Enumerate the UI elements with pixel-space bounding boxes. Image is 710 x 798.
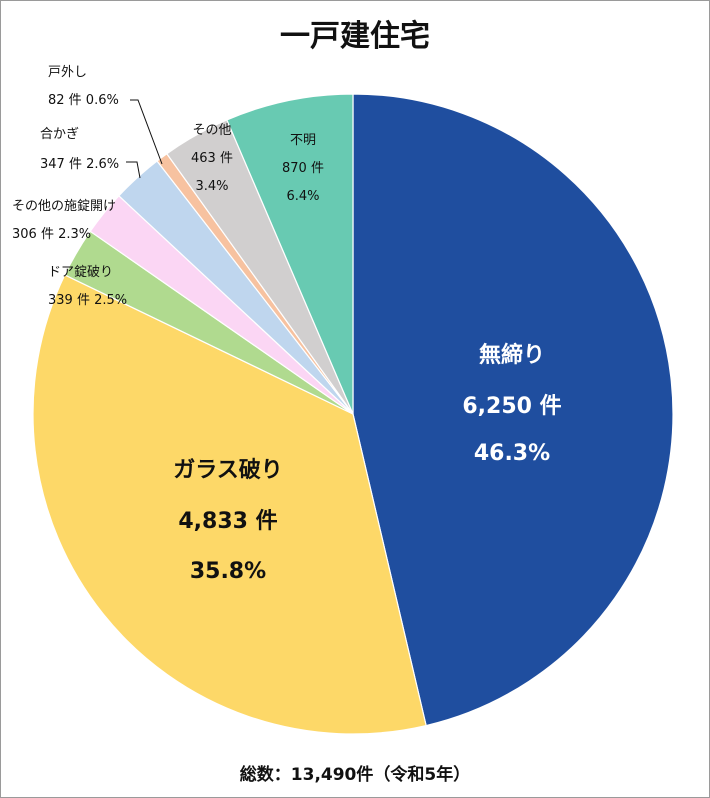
slice-category-label: 不明	[290, 133, 316, 148]
slice-count-label: 463 件	[191, 151, 233, 166]
slice-count-label: 4,833 件	[178, 509, 277, 534]
slice-category-label: その他	[192, 123, 231, 138]
slice-category-label: 合かぎ	[40, 127, 79, 142]
slice-percent-label: 3.4%	[195, 179, 228, 194]
pie-slices	[32, 93, 674, 735]
pie-slice	[226, 93, 354, 415]
slice-percent-label: 46.3%	[474, 441, 550, 466]
slice-percent-label: 35.8%	[190, 559, 266, 584]
leader-line	[130, 99, 163, 165]
slice-value-label: 339 件 2.5%	[48, 293, 127, 308]
slice-value-label: 347 件 2.6%	[40, 157, 119, 172]
slice-value-label: 306 件 2.3%	[12, 227, 91, 242]
total-count-label: 総数：13,490件（令和5年）	[240, 764, 470, 785]
slice-category-label: ドア錠破り	[48, 265, 113, 280]
leader-lines	[126, 99, 163, 179]
slice-category-label: その他の施錠開け	[12, 199, 116, 214]
leader-line	[126, 161, 141, 179]
slice-value-label: 82 件 0.6%	[48, 93, 119, 108]
pie-slice	[32, 274, 427, 735]
slice-category-label: ガラス破り	[173, 457, 283, 483]
chart-title: 一戸建住宅	[280, 19, 430, 54]
pie-slice	[352, 93, 674, 727]
slice-percent-label: 6.4%	[286, 189, 319, 204]
slice-count-label: 870 件	[282, 161, 324, 176]
slice-labels: 無締り 6,250 件 46.3% ガラス破り 4,833 件 35.8% ドア錠破り 339…	[12, 65, 562, 584]
slice-category-label: 無締り	[479, 342, 545, 368]
slice-count-label: 6,250 件	[462, 394, 561, 419]
slice-category-label: 戸外し	[48, 65, 87, 80]
